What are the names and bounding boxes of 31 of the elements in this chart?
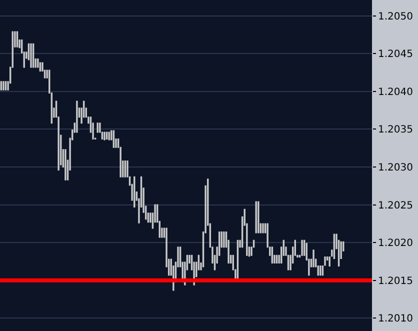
- candlestick: [104, 132, 106, 140]
- y-tick-label: 1.2025: [378, 200, 413, 212]
- candlestick: [312, 250, 314, 268]
- candlestick: [112, 130, 115, 148]
- candlestick: [301, 240, 303, 256]
- y-tick-label: 1.2050: [378, 11, 413, 22]
- candlestick: [262, 223, 264, 234]
- candlestick: [64, 149, 66, 180]
- candlestick: [255, 201, 257, 234]
- candlestick: [39, 62, 42, 72]
- candlestick: [2, 81, 4, 90]
- candlestick: [37, 58, 39, 68]
- y-tick-label: 1.2040: [378, 86, 413, 98]
- y-tick-label: 1.2030: [378, 162, 413, 174]
- candlestick: [16, 31, 18, 48]
- candlestick: [258, 201, 260, 234]
- y-tick-label: 1.2010: [378, 314, 413, 325]
- candlestick: [30, 43, 32, 68]
- candlestick: [223, 232, 225, 248]
- y-tick-label: 1.2020: [378, 238, 413, 250]
- candlestick: [276, 254, 278, 264]
- candlestick: [96, 122, 98, 133]
- y-tick-label: 1.2045: [378, 49, 413, 60]
- candlestick: [108, 132, 110, 140]
- candlestick: [76, 100, 78, 133]
- y-tick-label: 1.2035: [378, 124, 413, 136]
- candlestick: [4, 81, 7, 90]
- y-tick-label: 1.2015: [378, 276, 413, 287]
- candlestick: [0, 81, 2, 90]
- candlestick: [320, 266, 322, 276]
- candlestick: [328, 256, 330, 267]
